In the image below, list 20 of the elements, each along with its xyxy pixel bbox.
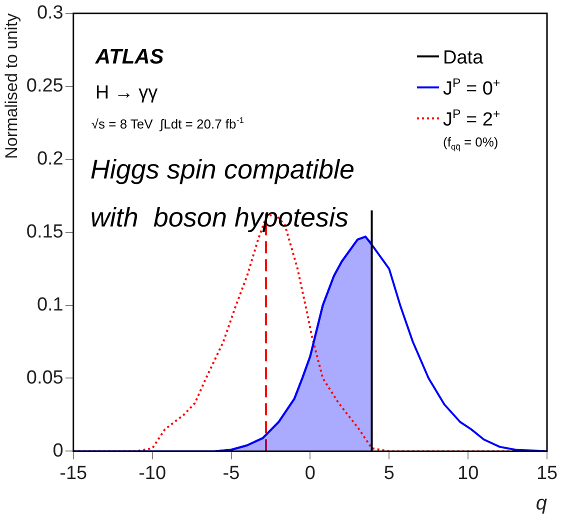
- x-axis-title: q: [536, 492, 547, 515]
- x-tick-label: 0: [304, 462, 316, 484]
- annotation: ATLAS: [94, 45, 164, 68]
- y-tick-label: 0: [52, 440, 64, 462]
- x-tick-label: -10: [138, 462, 166, 484]
- x-tick-label: 10: [457, 462, 479, 484]
- x-tick-label: 5: [384, 462, 394, 484]
- x-tick-label: -5: [222, 462, 240, 484]
- annotation: Higgs spin compatible with boson hypotesis: [90, 154, 355, 232]
- y-tick-label: 0.15: [26, 222, 64, 243]
- y-tick-label: 0.25: [26, 76, 64, 97]
- y-tick-label: 0.3: [36, 2, 64, 24]
- x-tick-label: -15: [60, 462, 88, 484]
- y-axis-title: Normalised to unity: [2, 12, 21, 159]
- y-tick-label: 0.1: [36, 294, 64, 316]
- y-tick-label: 0.2: [36, 148, 64, 170]
- annotation: H → γγ: [95, 82, 158, 104]
- legend-label: Data: [443, 47, 484, 68]
- x-tick-label: 15: [536, 462, 558, 484]
- y-tick-label: 0.05: [26, 367, 64, 388]
